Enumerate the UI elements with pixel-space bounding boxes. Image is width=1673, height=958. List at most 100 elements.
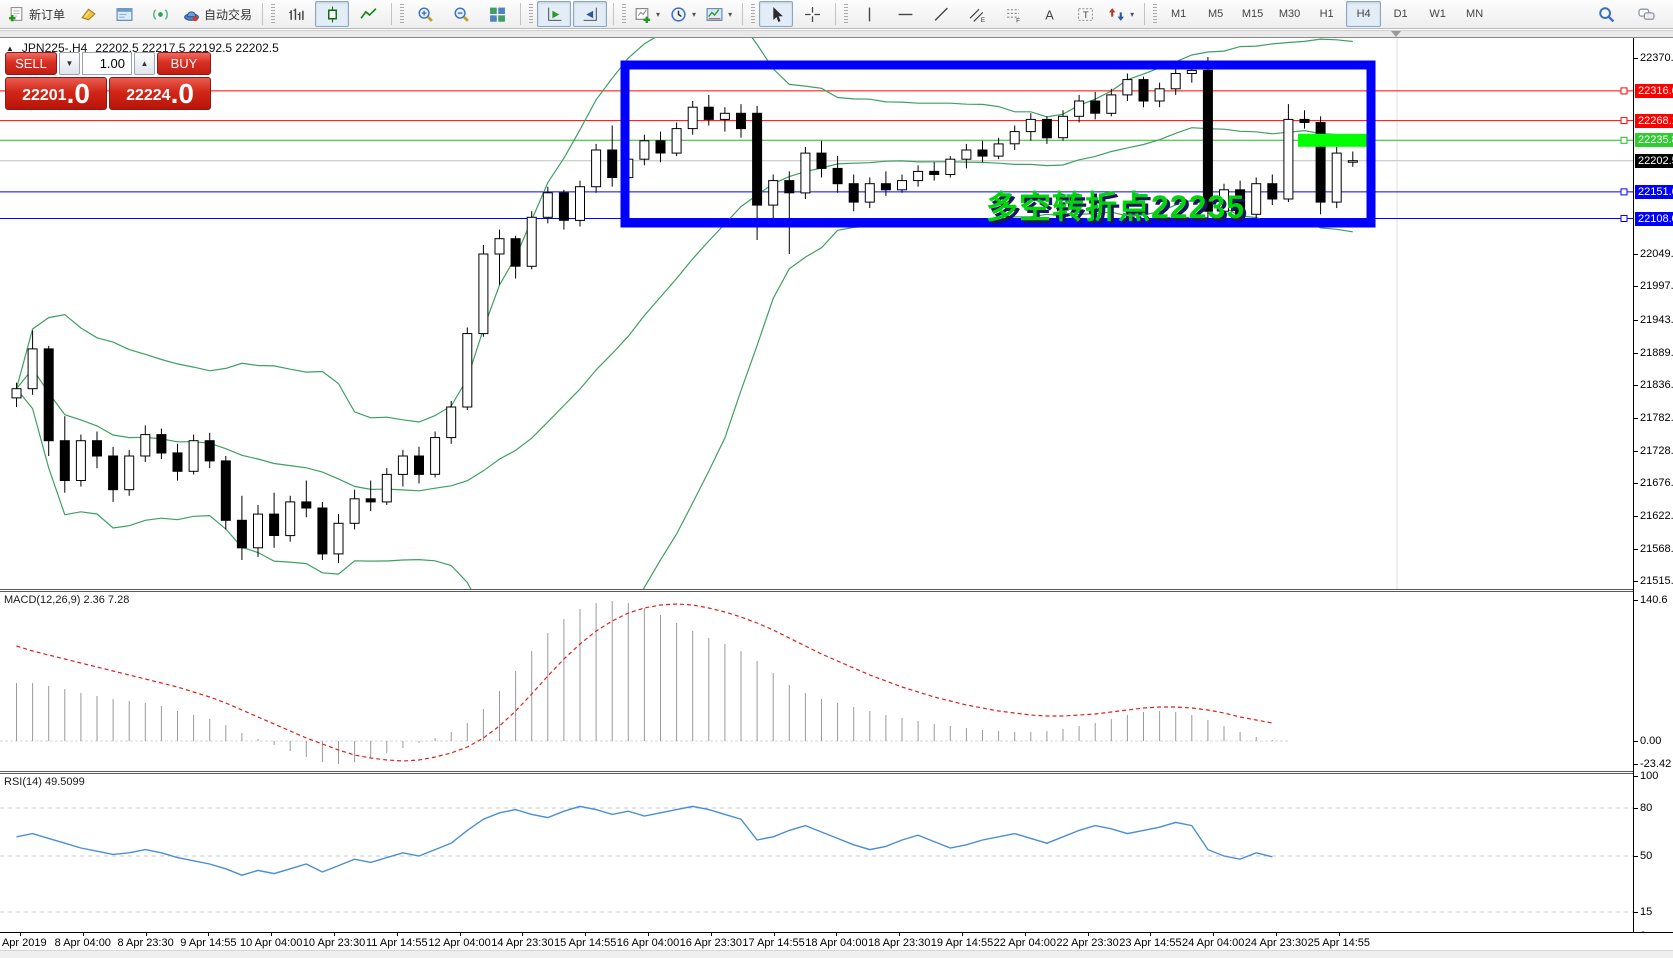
bollinger-lower-band[interactable] (16, 199, 1353, 589)
trendline-button[interactable] (924, 1, 958, 27)
price-label-badge: 22108.0 (1635, 212, 1673, 226)
annotation-box[interactable] (620, 60, 1376, 228)
timeframe-mn-button[interactable]: MN (1466, 8, 1484, 20)
pane-separator[interactable] (0, 589, 1673, 592)
crosshair-button[interactable] (795, 1, 829, 27)
candle-chart-button[interactable] (315, 1, 350, 27)
volume-decrease-button[interactable]: ▼ (59, 52, 80, 75)
toolbar-grip[interactable] (271, 4, 276, 24)
new-chart-button[interactable]: ▾ (630, 1, 664, 27)
chevron-down-icon[interactable]: ▾ (1130, 9, 1135, 19)
pane-separator[interactable] (0, 771, 1673, 774)
toolbar-grip[interactable] (529, 4, 534, 24)
chat-button[interactable] (1629, 1, 1663, 27)
candle-body (462, 333, 473, 408)
candle-body (1106, 94, 1117, 114)
chevron-down-icon[interactable]: ▾ (656, 9, 661, 19)
signals-button[interactable] (143, 1, 177, 27)
new-order-button[interactable]: 新订单 (4, 1, 69, 27)
candle-body (639, 140, 650, 160)
price-tick: 21728.5 (1640, 445, 1673, 457)
candlestick-chart[interactable] (0, 38, 1633, 589)
main-chart-pane[interactable]: 多空转折点22235 (0, 38, 1633, 589)
timeframe-h1-button[interactable]: H1 (1319, 8, 1334, 20)
labelT-icon: T (1077, 6, 1094, 23)
buy-button[interactable]: BUY (157, 52, 211, 75)
price-tick: 22370.5 (1640, 52, 1673, 64)
tile-windows-button[interactable] (480, 1, 514, 27)
line-handle[interactable] (1620, 87, 1628, 95)
timeframe-m30-button[interactable]: M30 (1278, 8, 1301, 20)
rsi-pane[interactable]: RSI(14) 49.5099 (0, 774, 1633, 932)
toolbar-grip[interactable] (622, 4, 627, 24)
panel-collapse-icon[interactable]: ▲ (6, 43, 14, 53)
zoom-out-button[interactable] (444, 1, 478, 27)
arrows-button[interactable]: ▾ (1104, 1, 1138, 27)
sell-button[interactable]: SELL (5, 52, 57, 75)
volume-input[interactable]: 1.00 (82, 52, 132, 75)
date-label: 12 Apr 04:00 (428, 937, 491, 949)
chart-scroll-strip[interactable] (0, 30, 1673, 38)
buy-price-button[interactable]: 22224.0 (109, 77, 211, 110)
macd-pane[interactable]: MACD(12,26,9) 2.36 7.28 (0, 592, 1633, 771)
line-handle[interactable] (1620, 215, 1628, 222)
auto-trading-button-label: 自动交易 (204, 7, 253, 22)
vline-button[interactable] (852, 1, 886, 27)
line-handle[interactable] (1620, 188, 1628, 196)
axis-tick-mark (1634, 418, 1638, 419)
macd-chart[interactable] (0, 592, 1633, 771)
zoom-in-button[interactable] (408, 1, 442, 27)
cursor-button[interactable] (759, 1, 794, 27)
timeframe-m5-button[interactable]: M5 (1207, 8, 1224, 20)
auto-trading-button[interactable]: 自动交易 (179, 1, 256, 27)
price-tick: 21515.5 (1640, 575, 1673, 587)
candle-body (575, 186, 585, 221)
date-tick-mark (1024, 933, 1026, 936)
hline-button[interactable] (888, 1, 922, 27)
chevron-down-icon[interactable]: ▾ (728, 9, 733, 19)
chart-shift-button[interactable] (573, 1, 608, 27)
sell-price-button[interactable]: 22201.0 (5, 77, 107, 110)
toolbar: 新订单 自动交易 ▾ ▾ ▾ E F A T ▾ M1 M5 M15 M30 H1 H4 D1 W1 MN (0, 0, 1673, 29)
rsi-chart[interactable] (0, 774, 1633, 932)
toolbar-grip[interactable] (751, 4, 756, 24)
navigator-button[interactable] (71, 1, 105, 27)
auto-scroll-button[interactable] (537, 1, 572, 27)
timeframe-h4-button[interactable]: H4 (1346, 1, 1382, 27)
vline-icon (861, 6, 878, 23)
line-handle[interactable] (1620, 117, 1628, 125)
template-button[interactable]: ▾ (702, 1, 736, 27)
volume-increase-button[interactable]: ▲ (134, 52, 155, 75)
candle-body (832, 167, 843, 185)
date-tick-mark (836, 933, 838, 936)
date-tick-mark (208, 933, 210, 936)
date-label: 8 Apr 04:00 (54, 937, 111, 949)
line-handle[interactable] (1620, 136, 1628, 144)
chevron-down-icon[interactable]: ▾ (692, 9, 697, 19)
data-window-button[interactable] (107, 1, 141, 27)
toolbar-grip[interactable] (1153, 4, 1158, 24)
price-axis[interactable]: 22370.5 22049.5 21997.0 21943.0 21889.0 21836… (1633, 38, 1673, 942)
bar-chart-button[interactable] (279, 1, 313, 27)
channel-button[interactable]: E (960, 1, 994, 27)
price-tick: 21836.5 (1640, 379, 1673, 391)
toolbar-grip[interactable] (844, 4, 849, 24)
timeframe-m15-button[interactable]: M15 (1241, 8, 1264, 20)
bollinger-middle-band[interactable] (16, 127, 1353, 492)
fibo-button[interactable]: F (996, 1, 1030, 27)
chart-shift-marker-icon[interactable] (1391, 31, 1401, 37)
date-axis[interactable]: 5 Apr 2019 8 Apr 04:00 8 Apr 23:30 9 Apr 14… (0, 932, 1673, 951)
timeframe-m1-button[interactable]: M1 (1170, 8, 1187, 20)
search-button[interactable] (1589, 1, 1623, 27)
timeframe-d1-button[interactable]: D1 (1393, 8, 1408, 20)
text-button[interactable]: A (1032, 1, 1066, 27)
highlight-zone[interactable] (1298, 133, 1367, 147)
line-chart-button[interactable] (351, 1, 385, 27)
toolbar-grip[interactable] (400, 4, 405, 24)
period-button[interactable]: ▾ (666, 1, 700, 27)
macd-signal-line (16, 603, 1273, 762)
bollinger-upper-band[interactable] (15, 38, 1353, 423)
timeframe-w1-button[interactable]: W1 (1429, 8, 1446, 20)
label-button[interactable]: T (1068, 1, 1102, 27)
candle-body (285, 501, 296, 537)
